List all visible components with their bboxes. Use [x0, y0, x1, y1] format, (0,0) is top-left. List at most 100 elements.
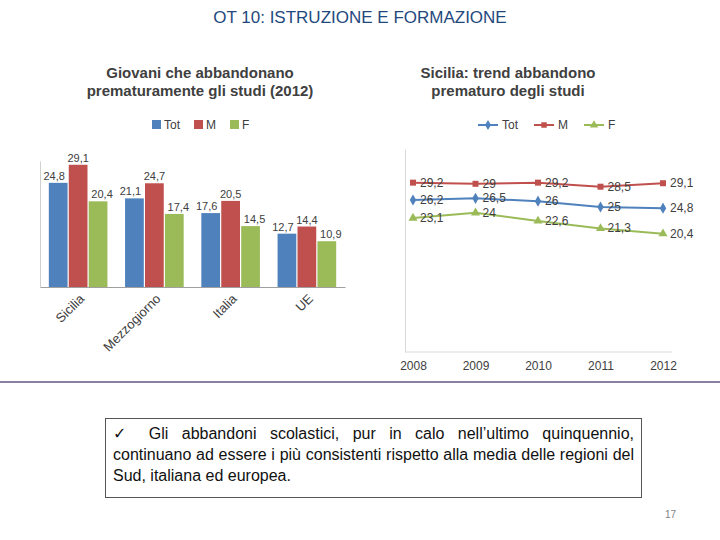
legend-item: M	[194, 118, 216, 132]
y-axis-line	[40, 162, 41, 288]
marker	[410, 194, 416, 205]
data-label: 10,9	[320, 228, 341, 240]
page-number: 17	[665, 509, 677, 520]
x-tick: 2008	[400, 352, 427, 373]
data-labels: 26,226,5262524,829,22929,228,529,123,124…	[420, 176, 694, 241]
legend: Tot M F	[478, 118, 615, 132]
legend-label: M	[558, 118, 568, 132]
bar-chart: Giovani che abbandonanoprematuramente gl…	[41, 64, 346, 354]
legend-item: F	[584, 118, 615, 132]
legend-item: M	[534, 118, 568, 132]
data-label: 24	[483, 206, 497, 220]
x-tick: Mezzogiorno	[100, 287, 163, 354]
marker	[658, 228, 667, 236]
chart-title: Giovani che abbandonanoprematuramente gl…	[87, 64, 314, 99]
marker	[533, 216, 542, 224]
marker	[598, 184, 604, 190]
data-label: 20,5	[220, 188, 241, 200]
data-label: 14,5	[244, 213, 265, 225]
legend-label: F	[608, 118, 615, 132]
bar	[221, 201, 240, 287]
x-axis-line	[41, 287, 346, 288]
data-label: 29,2	[545, 176, 569, 190]
data-label: 17,4	[168, 201, 189, 213]
x-tick-label: Sicilia	[53, 290, 88, 325]
legend-label: Tot	[164, 118, 181, 132]
legend-label: Tot	[502, 118, 519, 132]
bar	[145, 183, 164, 287]
slide-title: OT 10: ISTRUZIONE E FORMAZIONE	[213, 8, 506, 27]
data-label: 20,4	[670, 227, 694, 241]
x-axis: Sicilia Mezzogiorno Italia UE	[41, 287, 346, 354]
marker	[472, 193, 478, 204]
legend-swatch	[230, 120, 239, 129]
data-label: 25	[608, 200, 622, 214]
bar	[278, 234, 297, 287]
x-tick: 2009	[463, 352, 490, 373]
legend: Tot M F	[152, 118, 249, 132]
x-tick: 2010	[525, 352, 552, 373]
data-label: 29,1	[670, 176, 694, 190]
data-label: 26,2	[420, 193, 444, 207]
x-tick-label: UE	[293, 291, 317, 315]
bar	[89, 201, 108, 287]
data-label: 26	[545, 194, 559, 208]
marker	[660, 180, 666, 186]
line-chart: Sicilia: trend abbandonoprematuro degli …	[400, 64, 694, 373]
legend-swatch	[194, 120, 203, 129]
legend-marker	[590, 120, 598, 127]
bar	[69, 165, 88, 287]
bars	[49, 165, 336, 287]
data-label: 14,4	[296, 214, 317, 226]
x-tick-label: Mezzogiorno	[100, 291, 163, 354]
legend-label: F	[242, 118, 249, 132]
marker	[410, 180, 416, 186]
data-label: 22,6	[545, 214, 569, 228]
y-axis	[405, 150, 406, 353]
y-axis	[40, 162, 41, 288]
data-label: 23,1	[420, 211, 444, 225]
x-tick: UE	[293, 287, 317, 314]
x-tick-label: 2012	[650, 359, 677, 373]
marker	[597, 201, 603, 212]
data-label: 17,6	[196, 200, 217, 212]
bar	[201, 213, 220, 287]
data-label: 28,5	[608, 180, 632, 194]
data-label: 24,7	[144, 170, 165, 182]
data-label: 24,8	[670, 201, 694, 215]
legend-item: Tot	[152, 118, 181, 132]
marker	[473, 181, 479, 187]
bar	[241, 226, 260, 287]
separator	[0, 381, 720, 383]
x-axis: 2008 2009 2010 2011 2012	[400, 352, 677, 373]
bar	[317, 241, 336, 287]
data-label: 21,3	[608, 221, 632, 235]
note-box: ✓ Gli abbandoni scolastici, pur in calo …	[105, 418, 642, 498]
x-tick-label: 2008	[400, 359, 427, 373]
legend-marker	[541, 122, 546, 127]
x-tick: 2011	[588, 352, 614, 373]
marker	[535, 196, 541, 207]
legend-label: M	[206, 118, 216, 132]
data-label: 29,2	[420, 176, 444, 190]
data-label: 26,5	[483, 191, 507, 205]
x-tick-label: 2010	[525, 359, 552, 373]
marker	[408, 213, 417, 221]
data-label: 20,4	[91, 188, 112, 200]
data-label: 24,8	[43, 170, 64, 182]
data-label: 29,1	[67, 152, 88, 164]
marker	[471, 208, 480, 216]
data-label: 21,1	[120, 185, 141, 197]
legend-marker	[485, 120, 491, 130]
x-axis-line	[405, 352, 672, 353]
x-tick: Sicilia	[53, 287, 88, 326]
legend-item: F	[230, 118, 249, 132]
marker	[596, 223, 605, 231]
x-tick: Italia	[210, 287, 241, 321]
chart-title: Sicilia: trend abbandonoprematuro degli …	[420, 64, 595, 99]
data-label: 12,7	[272, 221, 293, 233]
x-tick: 2012	[650, 352, 677, 373]
x-tick-label: Italia	[210, 290, 241, 321]
data-labels: 24,8 21,1 17,6 12,7 29,1 24,7 20,5 14,4 20,4 17,4…	[43, 152, 341, 240]
legend-item: Tot	[478, 118, 519, 132]
